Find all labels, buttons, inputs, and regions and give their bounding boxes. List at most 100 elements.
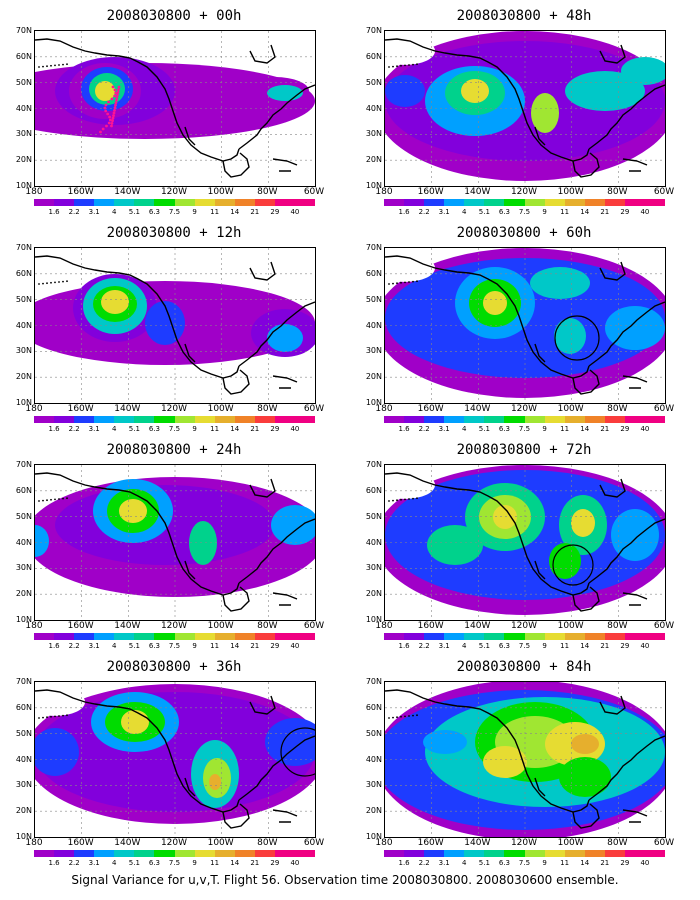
island-dot: [50, 715, 52, 718]
x-tick-label: 180: [375, 404, 393, 414]
colorbar-label: 40: [640, 425, 650, 433]
variance-contour-fill: [423, 730, 467, 754]
coastline: [385, 689, 590, 813]
island-dot: [388, 283, 390, 285]
colorbar-swatch: [624, 850, 646, 857]
coastline: [622, 809, 648, 823]
variance-contour-fill: [461, 79, 489, 103]
variance-contour-fill: [267, 324, 303, 352]
colorbar-label: 3.1: [438, 859, 450, 867]
y-tick-label: 60N: [365, 485, 382, 495]
island-dot: [396, 65, 398, 68]
colorbar-swatch: [234, 850, 255, 857]
colorbar-swatch: [444, 633, 465, 640]
coastline: [272, 375, 298, 389]
island-dot: [66, 63, 68, 66]
map-panel: 2008030800 + 48h 70N 60N 50N 40N 30N 20N 10N 180…: [350, 8, 680, 223]
y-tick-label: 20N: [15, 589, 32, 599]
x-tick-label: 120W: [510, 404, 538, 414]
colorbar-label: 5.1: [128, 208, 140, 216]
colorbar-swatch: [604, 850, 625, 857]
coastline: [588, 518, 665, 584]
observation-dot: [111, 85, 115, 89]
x-tick-label: 60W: [653, 621, 675, 631]
variance-contour-fill: [565, 71, 645, 111]
colorbar-label: 21: [250, 208, 260, 216]
figure-caption: Signal Variance for u,v,T. Flight 56. Ob…: [71, 873, 619, 887]
colorbar-swatch: [464, 850, 485, 857]
colorbar-swatch: [174, 199, 195, 206]
colorbar-swatch: [444, 416, 465, 423]
colorbar-label: 4: [112, 642, 117, 650]
colorbar-swatch: [234, 199, 255, 206]
colorbar-swatch: [384, 199, 405, 206]
coastline: [249, 695, 276, 715]
colorbar-label: 21: [600, 208, 610, 216]
x-tick-label: 160W: [67, 838, 94, 848]
island-dot: [66, 280, 68, 283]
colorbar-swatch: [584, 416, 605, 423]
coastline: [385, 38, 590, 162]
y-tick-label: 50N: [15, 77, 32, 87]
colorbar-label: 40: [290, 208, 300, 216]
colorbar-swatch: [484, 416, 505, 423]
coastline: [599, 44, 626, 64]
coastline: [622, 375, 648, 389]
panel-title: 2008030800 + 60h: [456, 225, 592, 241]
observation-dot: [115, 96, 119, 99]
colorbar-label: 11: [210, 425, 220, 433]
colorbar-swatch: [524, 199, 545, 206]
variance-field: [385, 465, 665, 620]
island-dot: [50, 64, 52, 67]
x-tick-label: 120W: [160, 187, 188, 197]
colorbar-label: 3.1: [88, 642, 100, 650]
variance-contour-fill: [175, 73, 255, 105]
x-tick-label: 60W: [303, 404, 325, 414]
island-dot: [50, 498, 52, 501]
colorbar-swatch: [34, 850, 55, 857]
island-dot: [38, 500, 40, 502]
map-plot-area: [34, 30, 316, 187]
x-tick-label: 120W: [160, 404, 188, 414]
colorbar-swatch: [174, 633, 195, 640]
y-tick-label: 70N: [15, 460, 32, 469]
coastline: [249, 44, 276, 64]
map-plot-area: [34, 681, 316, 838]
colorbar-label: 21: [600, 425, 610, 433]
y-tick-label: 50N: [365, 511, 382, 521]
coastline: [184, 343, 196, 363]
colorbar-label: 6.3: [148, 208, 160, 216]
colorbar-label: 7.5: [518, 859, 531, 867]
low-variance-area: [35, 688, 85, 716]
y-tick-label: 50N: [15, 294, 32, 304]
coastline: [588, 301, 665, 367]
island-dot: [62, 497, 64, 500]
observation-dot: [106, 112, 110, 116]
colorbar-label: 5.1: [128, 859, 140, 867]
colorbar-swatch: [564, 199, 585, 206]
observation-dot: [104, 103, 108, 107]
island-dot: [46, 499, 48, 502]
colorbar-label: 14: [230, 425, 240, 433]
y-tick-label: 20N: [365, 806, 382, 816]
variance-contour-fill: [611, 509, 659, 561]
colorbar-swatch: [254, 416, 275, 423]
colorbar-label: 11: [210, 208, 220, 216]
coastline: [35, 472, 240, 596]
colorbar-swatch: [384, 416, 405, 423]
colorbar-label: 4: [462, 642, 467, 650]
observation-dot: [104, 109, 108, 113]
y-tick-label: 40N: [15, 103, 32, 113]
colorbar-label: 11: [560, 208, 570, 216]
island-dot: [62, 63, 64, 66]
coastline: [35, 38, 240, 162]
colorbar-swatch: [34, 633, 55, 640]
variance-field: [385, 682, 665, 837]
island-dot: [400, 64, 402, 67]
observation-dot: [110, 122, 114, 125]
colorbar-label: 40: [640, 208, 650, 216]
colorbar-label: 9: [542, 642, 547, 650]
colorbar-label: 4: [462, 425, 467, 433]
island-dot: [412, 280, 414, 283]
coastline: [588, 84, 665, 150]
